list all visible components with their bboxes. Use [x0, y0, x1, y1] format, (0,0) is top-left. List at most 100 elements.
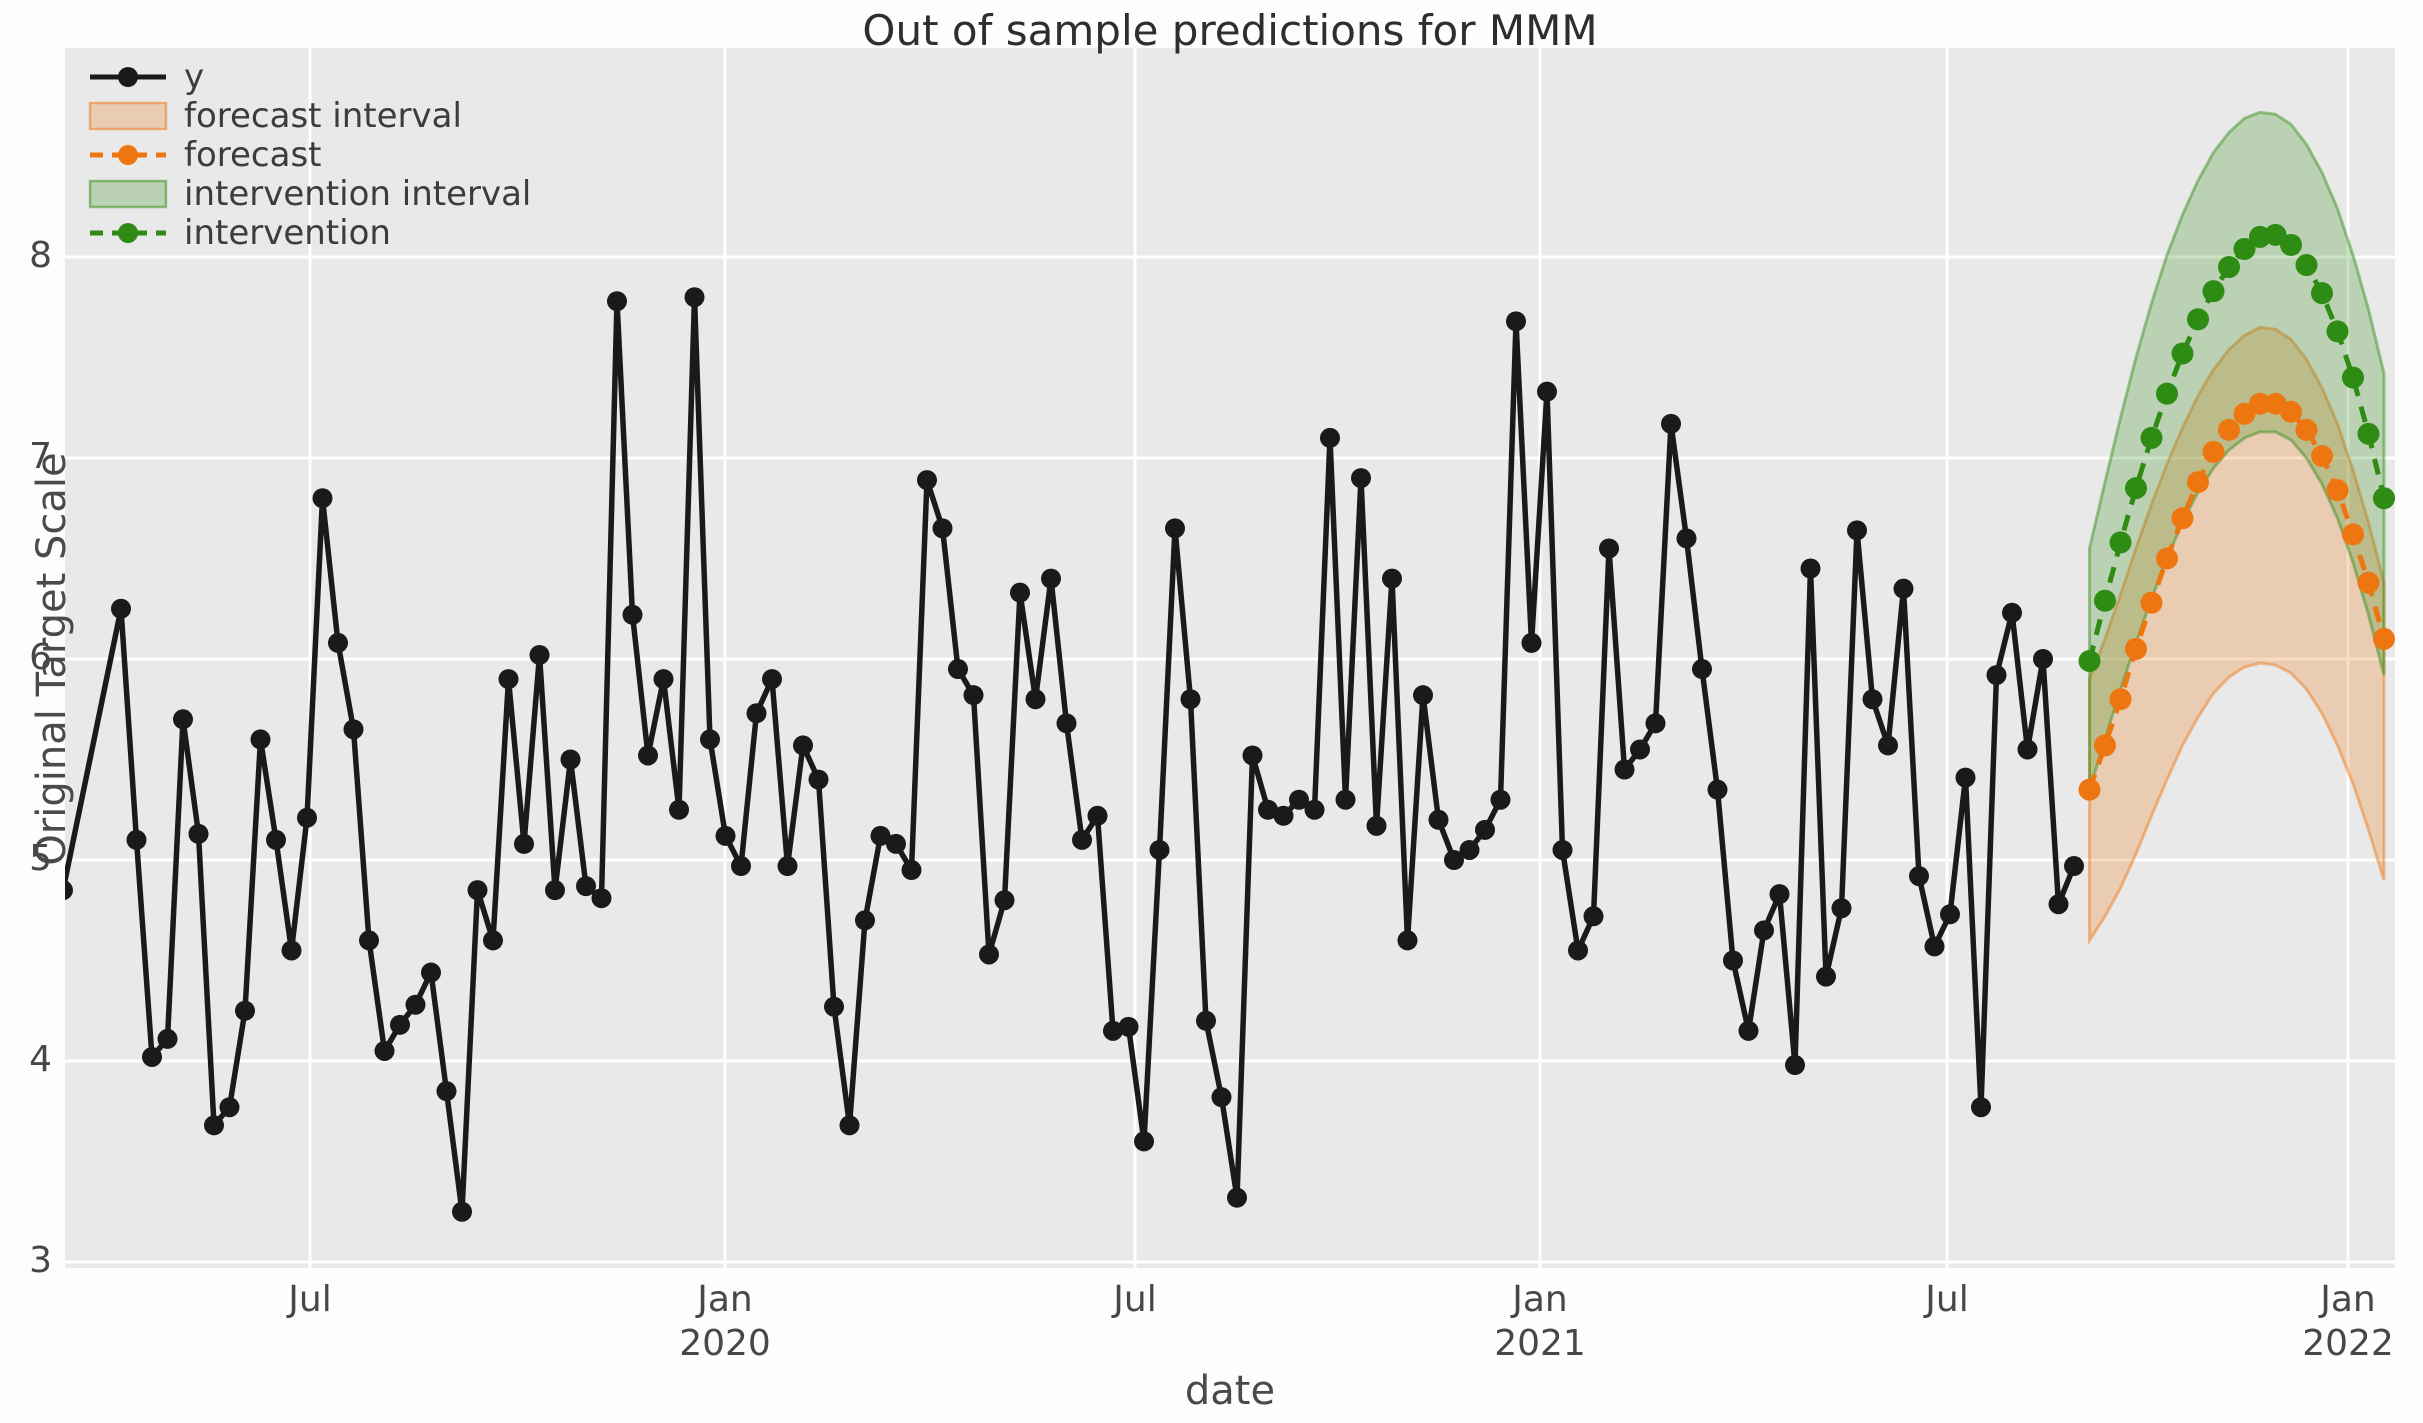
observed-point — [436, 1081, 457, 1102]
intervention-point — [2109, 531, 2132, 554]
legend-item-intervention: intervention — [88, 213, 531, 253]
x-axis-label: date — [1184, 1368, 1276, 1414]
observed-point — [932, 518, 953, 539]
observed-point — [870, 825, 891, 846]
observed-point — [1397, 930, 1418, 951]
observed-point — [483, 930, 503, 951]
legend: y forecast interval forecast intervention i… — [88, 57, 531, 253]
observed-point — [1785, 1055, 1805, 1076]
observed-point — [2017, 739, 2038, 760]
observed-point — [1459, 839, 1480, 860]
observed-point — [1940, 904, 1960, 925]
observed-point — [1909, 866, 1929, 887]
observed-point — [1847, 520, 1867, 541]
x-tick-year: 2020 — [679, 1323, 771, 1364]
observed-point — [1103, 1020, 1123, 1041]
gridlines — [65, 48, 2395, 1268]
intervention-point — [2125, 477, 2147, 500]
observed-point — [855, 910, 875, 931]
legend-sample-line-icon — [90, 222, 166, 243]
forecast-point — [2249, 392, 2271, 415]
observed-point — [1211, 1087, 1232, 1108]
observed-point — [1134, 1131, 1154, 1152]
observed-point — [1351, 468, 1371, 489]
observed-point — [1955, 767, 1976, 788]
forecast-point — [2094, 734, 2116, 757]
observed-point — [746, 703, 767, 724]
observed-point — [1676, 528, 1697, 549]
observed-point — [560, 749, 581, 770]
observed-point — [1506, 311, 1526, 332]
forecast-point — [2202, 440, 2225, 463]
intervention-point — [2202, 280, 2225, 303]
observed-point — [669, 799, 689, 820]
legend-item-forecast: forecast — [88, 135, 531, 175]
observed-point — [886, 833, 906, 854]
observed-point — [1196, 1010, 1216, 1031]
observed-point — [1630, 739, 1650, 760]
observed-point — [235, 1000, 255, 1021]
observed-point — [1521, 632, 1542, 653]
forecast-point — [2140, 591, 2163, 614]
x-tick-year: 2021 — [1494, 1323, 1586, 1364]
forecast-interval-band — [2088, 325, 2386, 946]
observed-point — [1242, 745, 1263, 766]
observed-point — [2048, 894, 2069, 915]
observed-point — [1149, 839, 1170, 860]
observed-point — [126, 829, 147, 850]
observed-point — [1878, 735, 1898, 756]
x-tick-label: Jul — [288, 1279, 332, 1320]
observed-point — [1444, 850, 1464, 870]
observed-point — [188, 823, 209, 844]
observed-point — [1738, 1020, 1759, 1041]
observed-point — [1769, 884, 1790, 905]
intervention-point — [2218, 256, 2240, 279]
legend-sample-patch-icon — [88, 101, 168, 130]
x-tick-label: Jan 2021 — [1460, 1278, 1620, 1366]
observed-point — [142, 1046, 162, 1067]
legend-item-forecast-interval: forecast interval — [88, 96, 531, 136]
observed-point — [498, 669, 519, 690]
observed-point — [312, 488, 333, 509]
observed-point — [173, 709, 193, 730]
observed-point — [1366, 815, 1387, 836]
observed-point — [777, 856, 798, 877]
observed-point — [1816, 966, 1836, 987]
observed-point — [405, 994, 426, 1015]
observed-point — [1723, 950, 1743, 971]
observed-point — [1041, 568, 1061, 589]
observed-point — [1552, 839, 1573, 860]
observed-point — [1986, 665, 2007, 686]
observed-point — [545, 880, 565, 901]
observed-point — [328, 632, 348, 653]
observed-point — [1893, 578, 1914, 599]
x-tick-year: 2022 — [2302, 1323, 2394, 1364]
observed-point — [1862, 689, 1883, 710]
observed-point — [467, 880, 488, 901]
legend-sample-line-icon — [90, 66, 166, 87]
x-tick-label: Jan 2022 — [2268, 1278, 2423, 1366]
observed-point — [576, 876, 596, 897]
x-tick-label: Jan 2020 — [645, 1278, 805, 1366]
observed-point — [979, 944, 999, 965]
observed-point — [1320, 427, 1340, 448]
forecast-point — [2078, 778, 2101, 801]
observed-point — [529, 644, 550, 665]
observed-point — [343, 719, 364, 740]
observed-point — [421, 962, 441, 983]
forecast-point — [2326, 479, 2349, 502]
observed-point — [607, 291, 627, 312]
intervention-point — [2373, 487, 2395, 510]
chart-title: Out of sample predictions for MMM — [862, 6, 1598, 55]
observed-point — [65, 880, 73, 900]
forecast-point — [2156, 547, 2178, 570]
observed-point — [1599, 538, 1619, 559]
observed-point — [219, 1097, 240, 1118]
observed-point — [1645, 713, 1666, 734]
intervention-point — [2295, 254, 2318, 277]
observed-point — [1568, 940, 1588, 961]
forecast-point — [2218, 418, 2240, 441]
observed-point — [1304, 799, 1325, 820]
observed-point — [1025, 689, 1046, 710]
